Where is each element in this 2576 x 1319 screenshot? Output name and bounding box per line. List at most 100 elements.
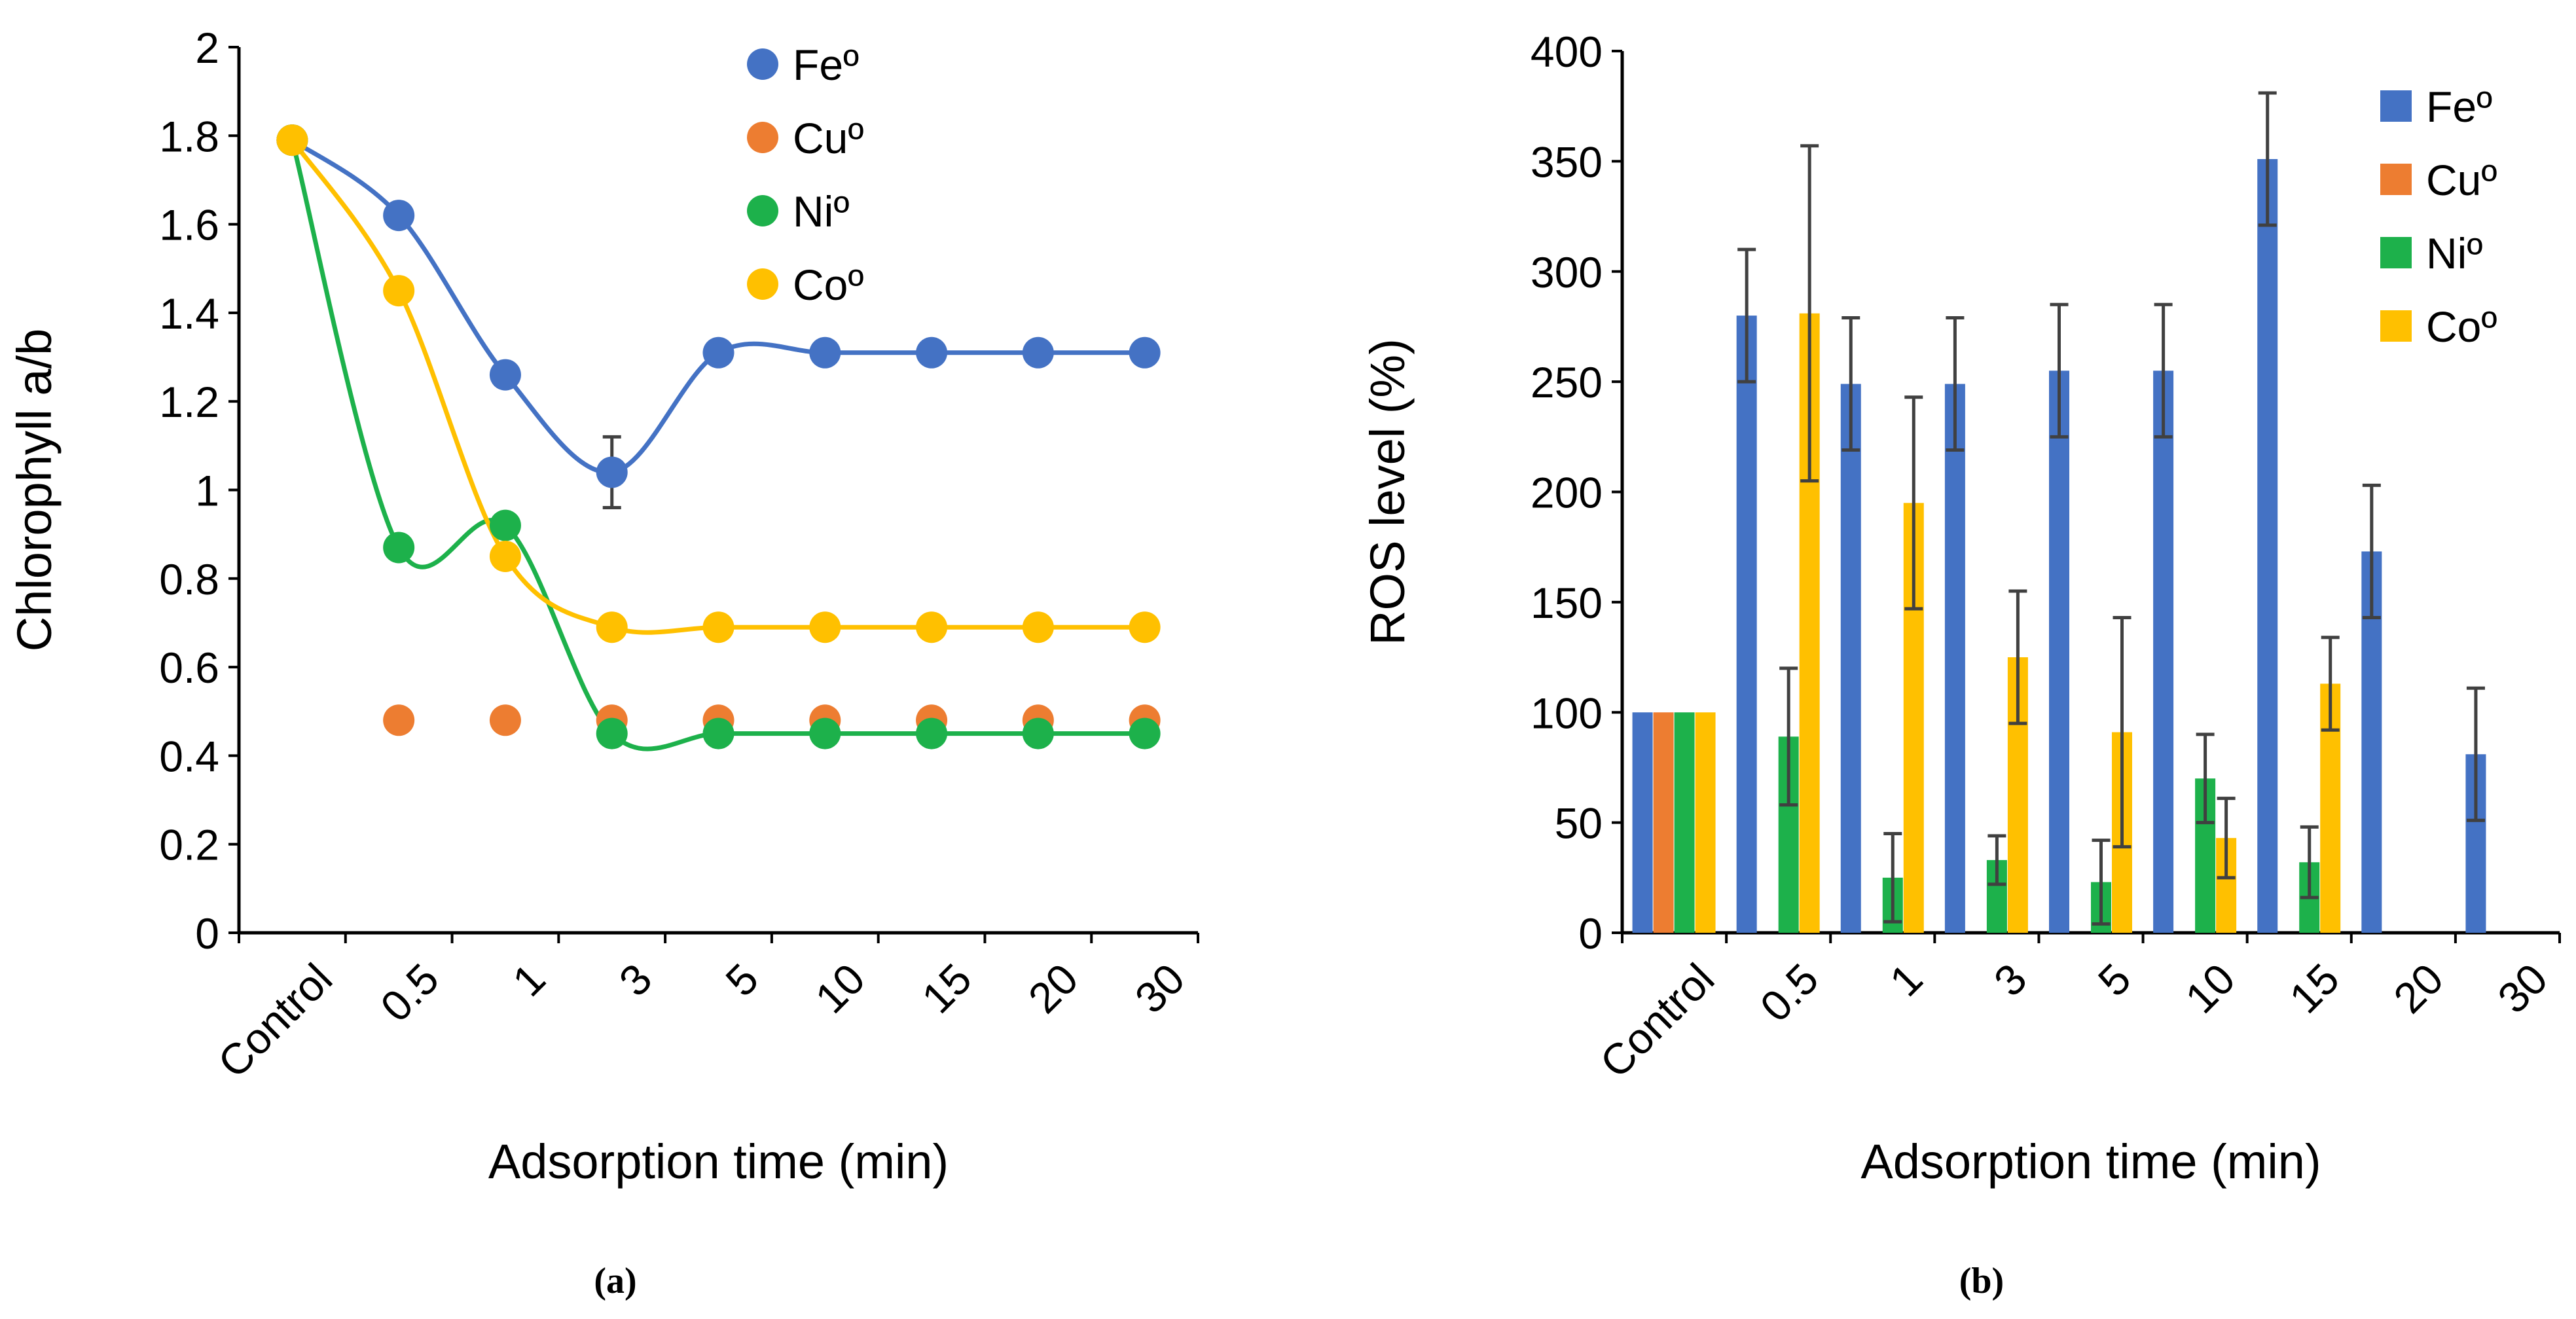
a-point-fe	[596, 456, 628, 488]
b-y-tick-label: 50	[1555, 799, 1603, 848]
a-point-co	[1022, 611, 1054, 643]
panel-b-caption: (b)	[1959, 1261, 2004, 1301]
a-legend-label-fe: Feº	[793, 41, 859, 89]
b-legend-label-cu: Cuº	[2426, 156, 2497, 204]
a-point-co	[809, 611, 841, 643]
b-bar-fe	[1632, 712, 1653, 933]
b-legend-swatch-co	[2380, 310, 2412, 342]
b-bar-fe	[1944, 384, 1965, 933]
b-bar-fe	[1736, 316, 1757, 933]
a-legend-label-cu: Cuº	[793, 114, 863, 162]
a-y-tick-label: 1.4	[159, 289, 219, 338]
a-x-tick-label: 1	[503, 954, 554, 1005]
b-x-tick-label: 5	[2089, 954, 2140, 1005]
a-y-tick-label: 0.6	[159, 643, 219, 692]
b-y-tick-label: 250	[1531, 358, 1603, 407]
b-y-tick-label: 100	[1531, 689, 1603, 737]
b-bar-co	[1695, 712, 1716, 933]
a-point-fe	[916, 336, 948, 369]
a-x-tick-label: 10	[806, 954, 874, 1022]
a-x-tick-label: 0.5	[371, 954, 448, 1031]
b-y-axis-title: ROS level (%)	[1360, 338, 1415, 645]
a-legend-marker-fe	[747, 48, 778, 80]
a-point-fe	[383, 200, 415, 232]
a-point-ni	[1022, 717, 1054, 750]
b-x-tick-label: 3	[1985, 954, 2036, 1005]
a-y-tick-label: 2	[195, 24, 219, 72]
panel-a-caption: (a)	[594, 1261, 636, 1301]
b-x-tick-label: 10	[2176, 954, 2244, 1022]
a-point-fe	[702, 336, 735, 369]
a-point-fe	[809, 336, 841, 369]
b-bar-fe	[2153, 370, 2174, 933]
a-point-fe	[1022, 336, 1054, 369]
b-legend-label-ni: Niº	[2426, 229, 2482, 278]
a-line-ni	[290, 139, 1145, 751]
b-x-tick-label: 15	[2280, 954, 2348, 1022]
a-legend-label-co: Coº	[793, 261, 863, 309]
a-point-co	[702, 611, 735, 643]
a-point-co	[489, 540, 521, 572]
a-x-tick-label: 30	[1125, 954, 1193, 1022]
a-x-tick-label: 5	[716, 954, 767, 1005]
b-bar-fe	[2049, 370, 2069, 933]
a-point-cu	[489, 704, 521, 736]
b-x-tick-label: 20	[2384, 954, 2452, 1022]
a-x-tick-label: 20	[1019, 954, 1087, 1022]
a-point-co	[916, 611, 948, 643]
a-point-ni	[702, 717, 735, 750]
b-x-axis-title: Adsorption time (min)	[1860, 1134, 2321, 1189]
a-x-tick-label: 15	[913, 954, 981, 1022]
a-point-co	[276, 124, 308, 156]
b-bar-fe	[1840, 384, 1861, 933]
a-y-tick-label: 1.2	[159, 378, 219, 426]
b-legend-swatch-cu	[2380, 164, 2412, 195]
b-legend-label-co: Coº	[2426, 302, 2497, 351]
panel-a-chlorophyll-chart: 0 0.2 0.4 0.6 0.8 1 1.2 1.4 1.6 1.8 2 Control 0.5 1 3 5…	[7, 24, 1199, 1189]
a-point-fe	[1129, 336, 1161, 369]
b-x-tick-label: 1	[1880, 954, 1931, 1005]
b-x-tick-label: 30	[2488, 954, 2556, 1022]
a-point-co	[383, 275, 415, 307]
b-legend-swatch-fe	[2380, 90, 2412, 122]
b-bar-ni	[1674, 712, 1695, 933]
b-y-tick-label: 350	[1531, 137, 1603, 186]
b-bar-cu	[1653, 712, 1674, 933]
b-legend-swatch-ni	[2380, 237, 2412, 268]
a-y-tick-label: 1.8	[159, 112, 219, 160]
a-point-co	[596, 611, 628, 643]
a-point-ni	[596, 717, 628, 750]
b-y-tick-label: 400	[1531, 27, 1603, 76]
a-point-ni	[1129, 717, 1161, 750]
a-x-tick-label: Control	[209, 954, 342, 1087]
a-point-fe	[489, 359, 521, 391]
b-y-tick-label: 150	[1531, 579, 1603, 627]
a-legend-marker-co	[747, 268, 778, 300]
a-y-tick-label: 0.2	[159, 821, 219, 869]
a-line-co	[290, 139, 1145, 635]
panel-b-ros-chart: 0 50 100 150 200 250 300 350 400 Control 0.5 1 3 5 10 1…	[1360, 27, 2561, 1189]
a-legend-label-ni: Niº	[793, 187, 849, 236]
b-x-tick-label: 0.5	[1751, 954, 1827, 1031]
b-y-tick-label: 0	[1578, 909, 1603, 958]
a-y-tick-label: 1	[195, 467, 219, 515]
a-point-ni	[383, 532, 415, 564]
a-point-ni	[809, 717, 841, 750]
a-point-ni	[489, 509, 521, 541]
a-x-tick-label: 3	[609, 954, 661, 1005]
a-legend-marker-ni	[747, 195, 778, 226]
a-y-axis-title: Chlorophyll a/b	[7, 329, 62, 652]
a-point-cu	[383, 704, 415, 736]
a-point-ni	[916, 717, 948, 750]
b-bar-fe	[2257, 159, 2278, 933]
a-line-fe	[291, 138, 1145, 475]
a-y-tick-label: 0.8	[159, 555, 219, 604]
a-y-tick-label: 0.4	[159, 732, 219, 780]
a-y-tick-label: 1.6	[159, 201, 219, 249]
a-x-axis-title: Adsorption time (min)	[488, 1134, 949, 1189]
b-y-tick-label: 300	[1531, 248, 1603, 297]
a-point-co	[1129, 611, 1161, 643]
b-legend-label-fe: Feº	[2426, 82, 2492, 131]
a-legend-marker-cu	[747, 122, 778, 153]
a-y-tick-label: 0	[195, 909, 219, 958]
